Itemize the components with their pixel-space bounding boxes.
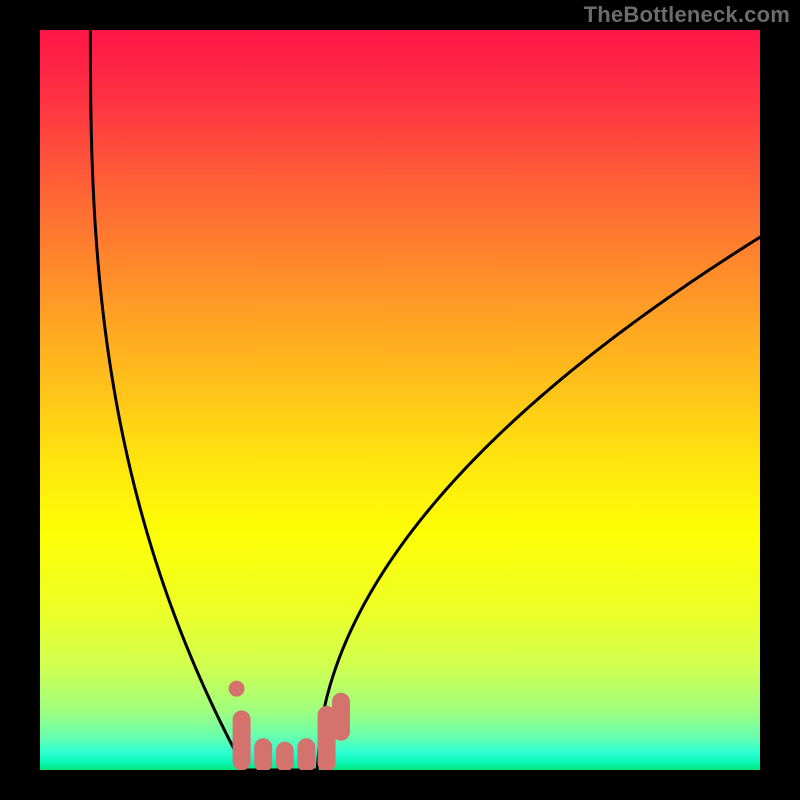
marker-bar [254,738,272,770]
marker-bar [332,693,350,741]
chart-frame: TheBottleneck.com [0,0,800,800]
watermark-text: TheBottleneck.com [584,2,790,28]
marker-bar [297,738,315,770]
plot-background [40,30,760,770]
plot-svg [40,30,760,770]
marker-bar [276,742,294,770]
marker-dot [229,681,245,697]
marker-bar [233,710,251,770]
plot-area-wrap [40,30,760,770]
